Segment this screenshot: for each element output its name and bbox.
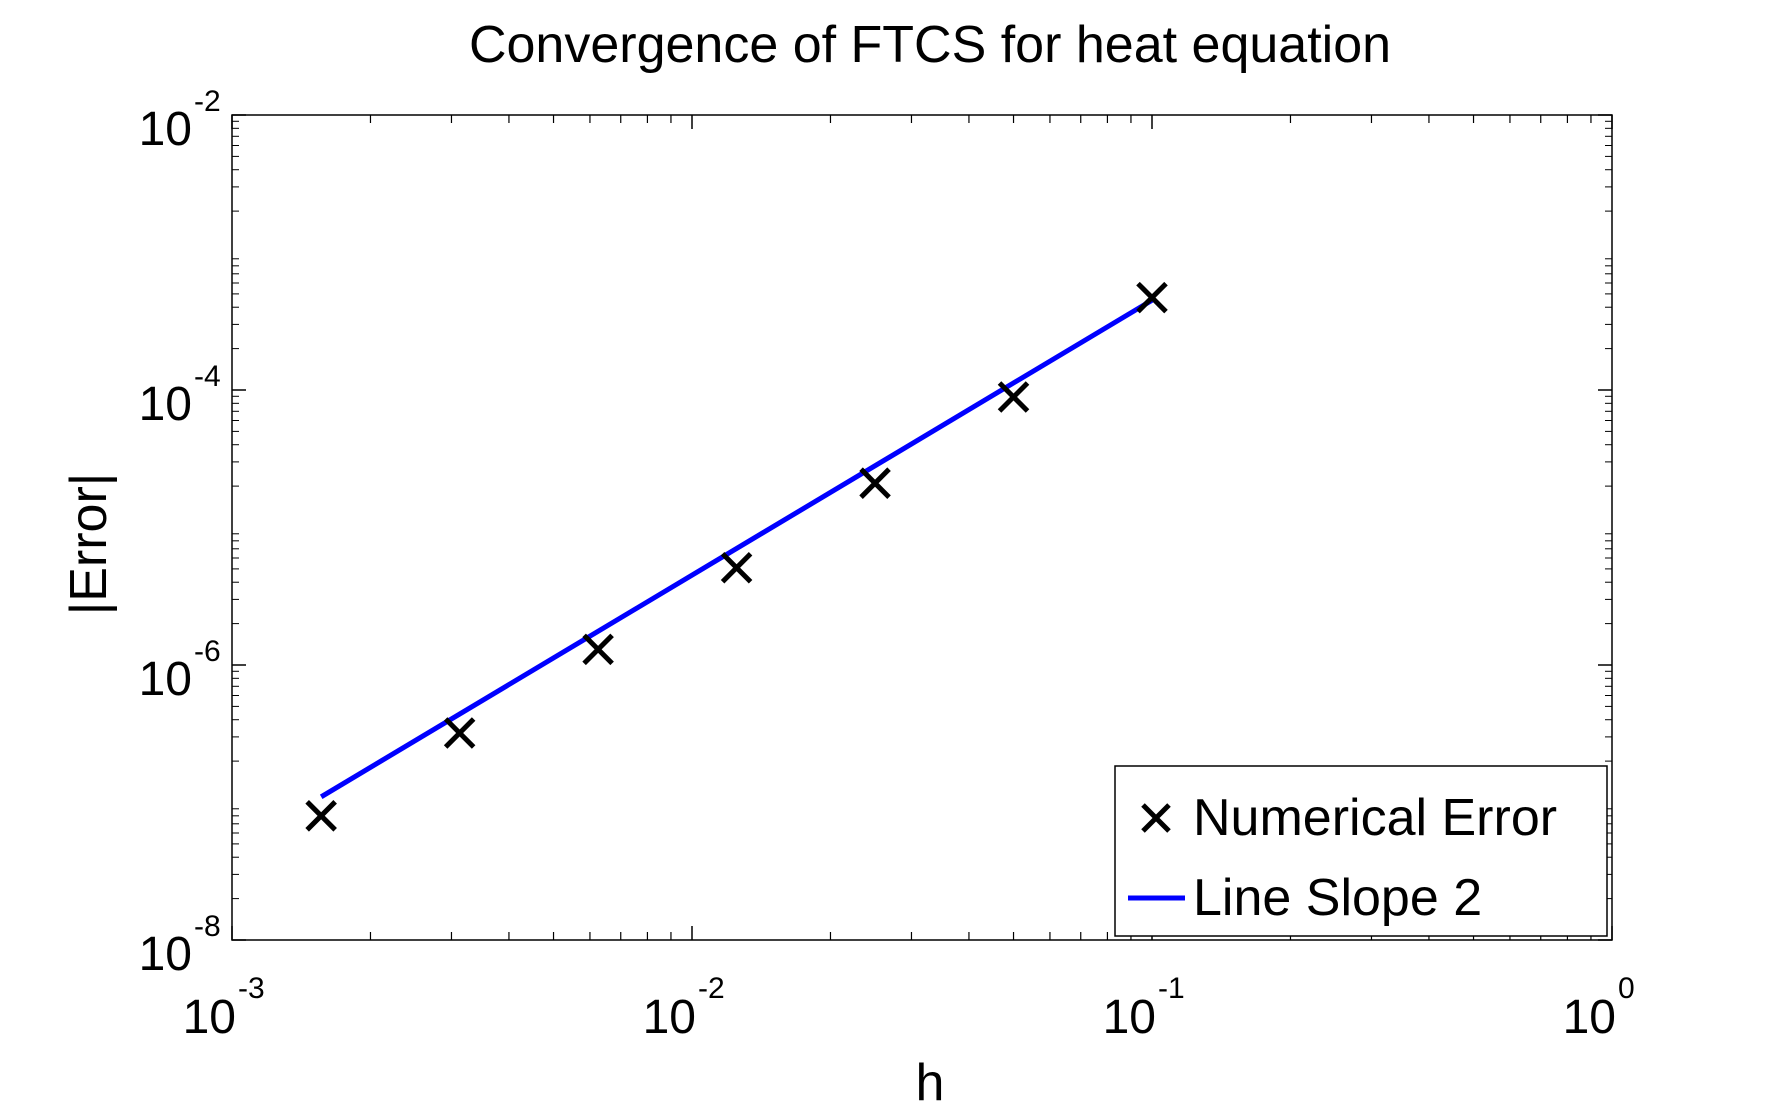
- marker-stroke: [305, 800, 337, 832]
- data-point-x-marker: [1136, 281, 1168, 314]
- y-tick-exponent: -2: [194, 85, 221, 118]
- y-major-ticks: [232, 114, 1612, 941]
- y-tick-label: 10: [139, 653, 192, 706]
- chart-title: Convergence of FTCS for heat equation: [469, 16, 1391, 74]
- data-point-x-marker: [582, 633, 614, 666]
- data-point-x-marker: [443, 717, 476, 749]
- x-tick-label: 10: [1103, 991, 1156, 1044]
- legend-entry-numerical-error: Numerical Error: [1141, 789, 1557, 847]
- series-line-slope-2: [319, 298, 1154, 799]
- y-axis-label: |Error|: [60, 473, 118, 616]
- y-tick-exponent: -8: [194, 910, 221, 943]
- y-tick-label: 10: [139, 378, 192, 431]
- x-tick-exponent: -2: [698, 972, 725, 1005]
- legend-box: [1114, 765, 1608, 937]
- legend-label-line-slope-2: Line Slope 2: [1193, 869, 1482, 927]
- marker-stroke: [582, 633, 614, 666]
- y-tick-exponent: -4: [194, 360, 221, 393]
- legend-label-numerical-error: Numerical Error: [1193, 789, 1557, 847]
- marker-stroke: [997, 381, 1030, 413]
- marker-stroke: [1136, 281, 1168, 314]
- y-minor-ticks: [232, 120, 1612, 900]
- y-tick-label: 10: [139, 103, 192, 156]
- x-tick-label: 10: [183, 991, 236, 1044]
- legend: Numerical Error Line Slope 2: [1114, 765, 1608, 937]
- marker-stroke: [443, 717, 476, 749]
- legend-x-marker-icon: [1141, 803, 1171, 833]
- legend-entry-line-slope-2: Line Slope 2: [1128, 869, 1482, 927]
- legend-marker-glyph: [1141, 803, 1171, 833]
- y-tick-label: 10: [139, 928, 192, 981]
- data-point-x-marker: [305, 800, 337, 832]
- marker-stroke: [859, 467, 891, 499]
- x-tick-label: 10: [643, 991, 696, 1044]
- marker-stroke: [720, 551, 753, 584]
- x-tick-exponent: 0: [1618, 972, 1635, 1005]
- x-tick-exponent: -3: [238, 972, 265, 1005]
- marker-stroke: [1141, 803, 1171, 833]
- data-point-x-marker: [997, 381, 1030, 413]
- x-tick-exponent: -1: [1158, 972, 1185, 1005]
- y-tick-labels: 10-810-610-410-2: [139, 85, 221, 981]
- x-axis-label: h: [916, 1054, 945, 1110]
- x-tick-label: 10: [1563, 991, 1616, 1044]
- data-point-x-marker: [859, 467, 891, 499]
- y-tick-exponent: -6: [194, 635, 221, 668]
- series-layer: [305, 281, 1168, 832]
- data-point-x-marker: [720, 551, 753, 584]
